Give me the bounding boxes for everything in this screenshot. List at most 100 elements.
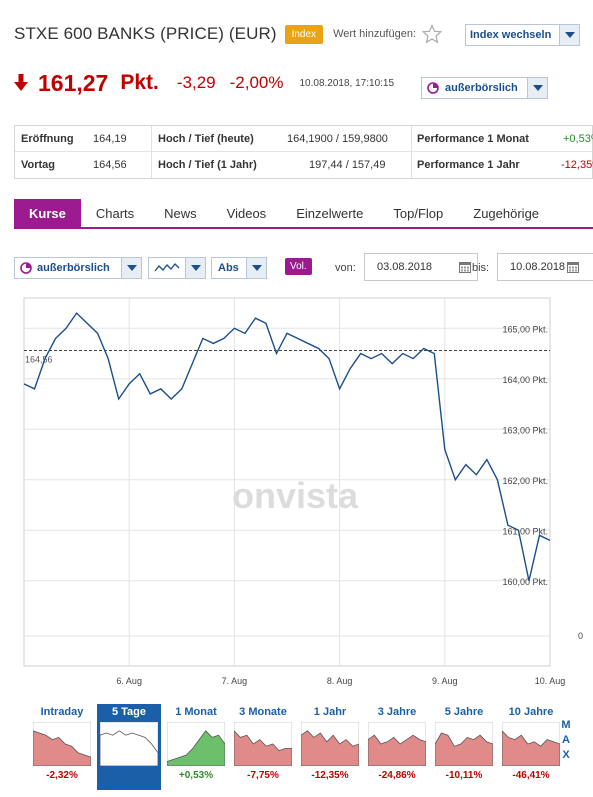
timeframe-thumb[interactable]: 5 Jahre -10,11% xyxy=(432,704,496,790)
timeframe-performance: -10,11% xyxy=(445,770,483,781)
timeframe-label: 5 Jahre xyxy=(444,706,484,718)
arrow-down-icon xyxy=(14,74,28,91)
tab-kurse[interactable]: Kurse xyxy=(14,199,81,227)
to-date-value: 10.08.2018 xyxy=(510,261,566,273)
timeframe-selector: Intraday -2,32% 5 Tage 1 Monat +0,53% 3 Monat… xyxy=(30,704,593,794)
sparkline-area xyxy=(33,730,91,766)
sparkline-area xyxy=(502,730,560,766)
stats-row: Eröffnung 164,19 Hoch / Tief (heute) 164… xyxy=(15,126,593,152)
stat-label: Performance 1 Monat xyxy=(417,132,529,145)
stat-value: 164,56 xyxy=(93,159,127,171)
sparkline-area xyxy=(435,732,493,766)
venue-select[interactable]: außerbörslich xyxy=(421,77,548,99)
y-tick-label: 163,00 Pkt. xyxy=(502,425,548,435)
chevron-down-icon xyxy=(559,25,579,45)
venue-label: außerbörslich xyxy=(445,82,518,94)
calendar-icon[interactable] xyxy=(567,261,579,273)
tab-news[interactable]: News xyxy=(164,205,197,221)
price-series-line xyxy=(23,312,551,581)
sparkline-area xyxy=(368,734,426,766)
from-date-value: 03.08.2018 xyxy=(377,261,433,273)
sparkline-chart xyxy=(435,722,493,766)
volume-toggle[interactable]: Vol. xyxy=(285,258,312,275)
y-tick-label: 161,00 Pkt. xyxy=(502,526,548,536)
stat-value-negative: -12,35% xyxy=(561,159,593,171)
x-tick-label: 7. Aug xyxy=(222,676,248,686)
quote-timestamp: 10.08.2018, 17:10:15 xyxy=(299,77,395,89)
timeframe-performance: +0,53% xyxy=(178,770,214,781)
timeframe-label: Intraday xyxy=(40,706,84,718)
timeframe-label: 10 Jahre xyxy=(508,706,554,718)
chevron-down-icon xyxy=(527,78,547,98)
sparkline-chart xyxy=(368,722,426,766)
add-to-watchlist-label: Wert hinzufügen: xyxy=(333,28,417,40)
timeframe-label: 3 Monate xyxy=(239,706,287,718)
calendar-icon[interactable] xyxy=(459,261,471,273)
tab-top-flop[interactable]: Top/Flop xyxy=(393,205,444,221)
sparkline-chart xyxy=(301,722,359,766)
stats-table: Eröffnung 164,19 Hoch / Tief (heute) 164… xyxy=(14,125,593,179)
tab-charts[interactable]: Charts xyxy=(95,205,135,221)
timeframe-thumb[interactable]: 3 Jahre -24,86% xyxy=(365,704,429,790)
price-chart[interactable]: onvista 164,56 165,00 Pkt. 164,00 Pkt. 163… xyxy=(14,290,593,690)
scale-mode-select[interactable]: Abs xyxy=(211,257,267,279)
scale-mode-label: Abs xyxy=(218,262,239,274)
watermark-logo: onvista xyxy=(232,475,359,516)
x-tick-label: 6. Aug xyxy=(116,676,142,686)
chevron-down-icon xyxy=(246,258,266,278)
timeframe-thumb[interactable]: 1 Monat +0,53% xyxy=(164,704,228,790)
to-date-input[interactable]: 10.08.2018 xyxy=(497,253,593,281)
chart-controls: außerbörslich Abs Vol. von: 03.08.2018 b… xyxy=(14,253,593,281)
timeframe-thumb[interactable]: 5 Tage xyxy=(97,704,161,790)
sparkline-chart xyxy=(167,722,225,766)
star-icon[interactable] xyxy=(422,24,443,44)
price-chart-svg[interactable]: onvista 164,56 165,00 Pkt. 164,00 Pkt. 163… xyxy=(14,290,593,690)
from-label: von: xyxy=(335,262,356,274)
sparkline-area xyxy=(167,730,225,766)
stat-label: Vortag xyxy=(21,159,56,171)
price-unit: Pkt. xyxy=(120,71,159,94)
tab-zugehoerige[interactable]: Zugehörige xyxy=(473,205,540,221)
timeframe-label: 1 Jahr xyxy=(313,706,347,718)
timeframe-thumb[interactable]: 10 Jahre -46,41% xyxy=(499,704,563,790)
timeframe-label: 5 Tage xyxy=(111,706,147,718)
timeframe-performance: -46,41% xyxy=(512,770,550,781)
sparkline-chart xyxy=(234,722,292,766)
volume-tick-label: 0 xyxy=(578,631,583,641)
line-chart-icon xyxy=(154,263,180,272)
plot-frame xyxy=(23,297,551,667)
clock-icon xyxy=(20,262,32,274)
change-absolute: -3,29 xyxy=(176,73,216,92)
timeframe-performance: -24,86% xyxy=(378,770,416,781)
sparkline-area xyxy=(234,730,292,766)
timeframe-thumb[interactable]: 1 Jahr -12,35% xyxy=(298,704,362,790)
chart-type-select[interactable] xyxy=(148,257,206,279)
quote-row: 161,27 Pkt. -3,29 -2,00% 10.08.2018, 17:… xyxy=(14,68,394,98)
chart-venue-select[interactable]: außerbörslich xyxy=(14,257,142,279)
divider xyxy=(411,126,412,152)
timeframe-thumb[interactable]: 3 Monate -7,75% xyxy=(231,704,295,790)
sparkline-chart xyxy=(33,722,91,766)
y-tick-label: 162,00 Pkt. xyxy=(502,476,548,486)
divider xyxy=(151,126,152,152)
timeframe-performance: -12,35% xyxy=(311,770,349,781)
tab-einzelwerte[interactable]: Einzelwerte xyxy=(296,205,364,221)
sparkline-area xyxy=(100,730,158,766)
stat-label: Hoch / Tief (1 Jahr) xyxy=(158,159,257,171)
stat-value: 164,19 xyxy=(93,132,127,145)
stats-row: Vortag 164,56 Hoch / Tief (1 Jahr) 197,4… xyxy=(15,152,593,178)
y-tick-label: 164,00 Pkt. xyxy=(502,375,548,385)
stat-label: Performance 1 Jahr xyxy=(417,159,520,171)
from-date-input[interactable]: 03.08.2018 xyxy=(364,253,478,281)
divider xyxy=(151,152,152,178)
index-switch-select[interactable]: Index wechseln xyxy=(465,24,580,46)
tab-videos[interactable]: Videos xyxy=(226,205,267,221)
price-value: 161,27 xyxy=(38,69,109,96)
timeframe-thumb[interactable]: Intraday -2,32% xyxy=(30,704,94,790)
stat-value: 197,44 / 157,49 xyxy=(309,159,386,171)
y-tick-label: 160,00 Pkt. xyxy=(502,577,548,587)
stat-label: Hoch / Tief (heute) xyxy=(158,132,254,145)
chevron-down-icon xyxy=(121,258,141,278)
timeframe-label: 1 Monat xyxy=(175,706,217,718)
